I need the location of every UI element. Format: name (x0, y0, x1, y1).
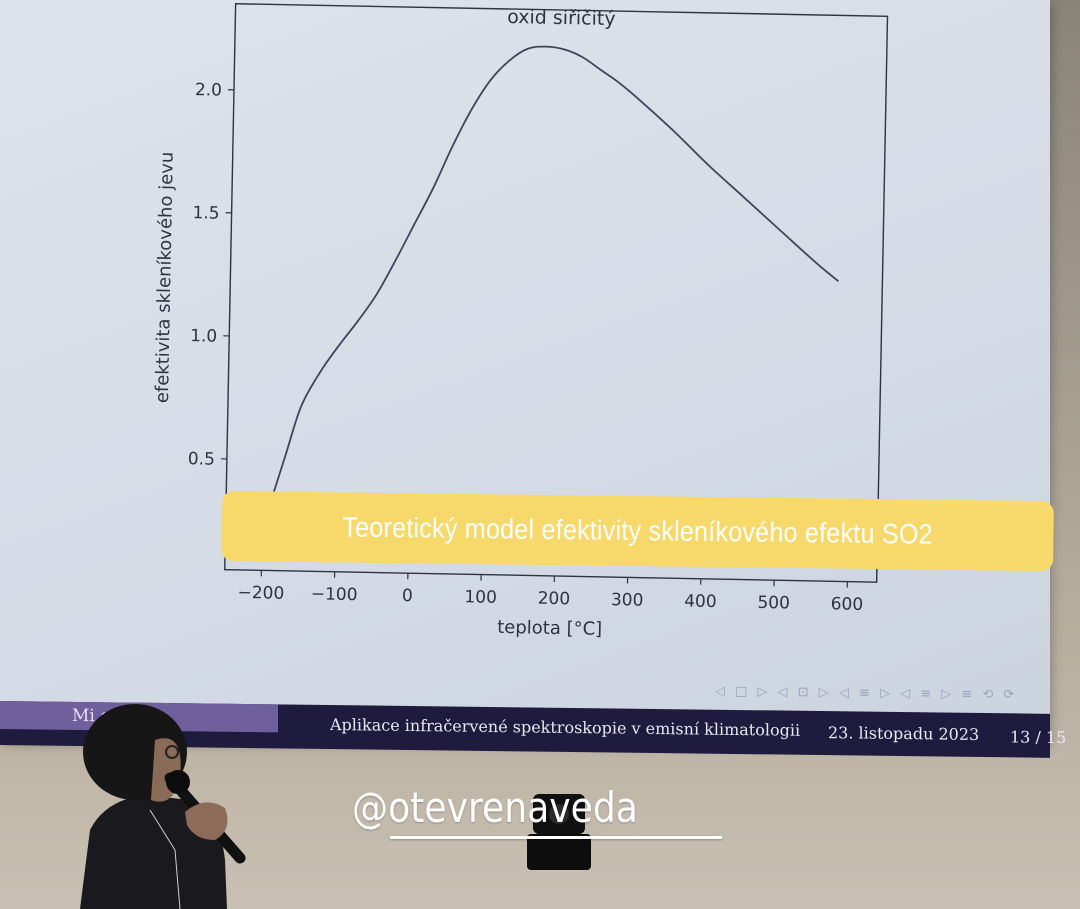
series-line (273, 45, 839, 493)
x-tick-label: 300 (611, 590, 644, 611)
watermark-underline (390, 836, 722, 839)
y-tick-label: 1.5 (192, 203, 219, 224)
x-tick-label: 200 (538, 589, 571, 610)
caption-band: Teoretický model efektivity skleníkového… (221, 491, 1054, 572)
x-axis-label: teplota [°C] (497, 617, 602, 640)
y-tick-label: 0.5 (188, 449, 215, 470)
line-chart: −200 −100 0 100 200 300 400 500 600 0.5 1.0 1.5 2.0… (152, 3, 889, 640)
y-axis-label: efektivita skleníkového jevu (152, 152, 178, 404)
projection-screen: −200 −100 0 100 200 300 400 500 600 0.5 1.0 1.5 2.0… (0, 0, 1066, 758)
x-tick-label: 600 (830, 594, 863, 615)
x-tick-label: 500 (757, 593, 790, 614)
x-tick-label: 400 (684, 591, 717, 612)
x-tick-label: −200 (237, 583, 284, 604)
caption-text: Teoretický model efektivity skleníkového… (342, 511, 933, 550)
plot-area-frame (224, 3, 889, 583)
x-tick-label: 0 (402, 586, 413, 606)
x-tick-label: 100 (464, 587, 497, 608)
camera-icon (527, 794, 591, 870)
chart-title: oxid siřičitý (507, 6, 616, 30)
y-tick-label: 1.0 (190, 326, 217, 347)
watermark-handle: @otevrenaveda (352, 783, 638, 832)
y-tick-label: 2.0 (195, 80, 222, 101)
presenter-silhouette (80, 704, 246, 909)
y-axis: 0.5 1.0 1.5 2.0 (188, 80, 234, 470)
footer-talk-title: Aplikace infračervené spektroskopie v em… (330, 715, 800, 740)
x-axis: −200 −100 0 100 200 300 400 500 600 (237, 570, 863, 615)
footer-date: 23. listopadu 2023 (828, 723, 980, 744)
footer-page-number: 13 / 15 (1010, 727, 1067, 748)
x-tick-label: −100 (311, 584, 358, 605)
